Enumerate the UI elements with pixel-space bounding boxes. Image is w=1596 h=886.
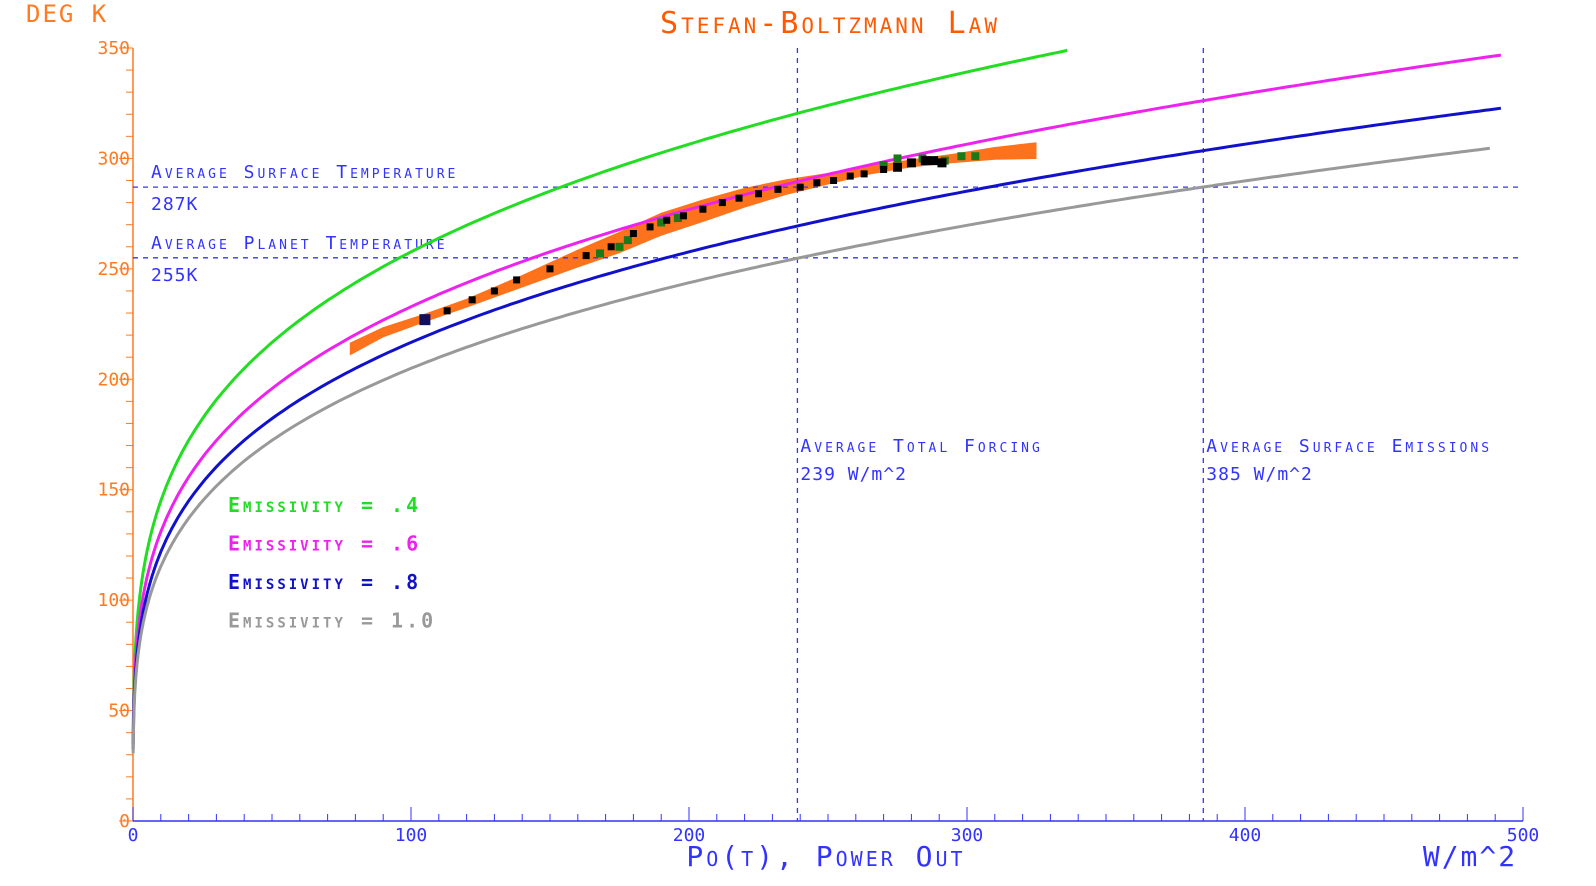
- black-data-point: [443, 307, 451, 315]
- y-tick-label: 100: [97, 590, 130, 611]
- legend: Emissivity = .4 Emissivity = .6 Emissivity…: [228, 493, 436, 633]
- y-axis-label: DEG K: [26, 0, 108, 28]
- x-axis-unit: W/m^2: [1423, 840, 1517, 873]
- green-data-point: [623, 236, 632, 245]
- black-data-point: [813, 179, 821, 187]
- green-data-point: [879, 161, 888, 170]
- y-tick-label: 50: [108, 701, 130, 722]
- black-data-point: [755, 190, 762, 198]
- emissivity-curve: [131, 146, 1490, 754]
- reference-line-value: 239 W/m^2: [800, 464, 907, 485]
- black-data-point: [920, 156, 930, 166]
- black-data-point: [646, 223, 654, 231]
- green-data-point: [673, 214, 682, 223]
- black-data-point: [582, 252, 590, 260]
- black-data-point: [906, 158, 916, 168]
- green-data-point: [957, 152, 966, 161]
- x-axis-label: Po(t), Power Out: [686, 840, 965, 873]
- green-data-point: [893, 154, 902, 163]
- black-data-point: [893, 162, 902, 172]
- black-data-point: [546, 265, 554, 273]
- black-data-point: [663, 216, 671, 224]
- y-tick-label: 250: [97, 259, 130, 280]
- chart-title: Stefan-Boltzmann Law: [660, 6, 1000, 41]
- black-data-point: [629, 230, 637, 238]
- black-data-point: [937, 158, 947, 168]
- legend-entry: Emissivity = .4: [228, 493, 421, 517]
- reference-line-label: Average Surface Emissions: [1206, 436, 1492, 457]
- emissivity-curve: [131, 48, 1068, 736]
- black-data-point: [468, 296, 476, 304]
- x-tick-label: 400: [1229, 825, 1262, 846]
- black-data-point: [679, 212, 687, 220]
- reference-line-value: 255K: [151, 265, 198, 286]
- y-tick-label: 200: [97, 369, 130, 390]
- black-data-point: [830, 177, 838, 185]
- green-data-point: [615, 242, 624, 251]
- x-tick-label: 200: [673, 825, 706, 846]
- black-data-point: [735, 194, 743, 202]
- x-tick-label: 0: [128, 825, 139, 846]
- green-data-point: [596, 249, 605, 258]
- reference-line-label: Average Surface Temperature: [151, 162, 458, 183]
- legend-entry: Emissivity = .6: [228, 532, 421, 556]
- black-data-point: [513, 276, 521, 284]
- x-tick-label: 500: [1507, 825, 1540, 846]
- emissivity-curve: [131, 53, 1502, 745]
- x-tick-label: 100: [395, 825, 428, 846]
- green-data-point: [971, 152, 980, 161]
- legend-entry: Emissivity = .8: [228, 570, 421, 594]
- black-data-point: [607, 243, 615, 251]
- black-data-point: [929, 156, 939, 166]
- emissivity-curve: [131, 106, 1502, 750]
- reference-lines: Average Surface Temperature 287K Average P…: [133, 48, 1523, 821]
- reference-line-value: 287K: [151, 194, 198, 215]
- x-tick-label: 300: [951, 825, 984, 846]
- emissivity-curves: [131, 48, 1502, 754]
- black-data-point: [774, 185, 782, 193]
- black-data-point: [699, 205, 707, 213]
- black-data-point: [796, 183, 804, 191]
- y-tick-label: 150: [97, 480, 130, 501]
- y-tick-label: 0: [119, 811, 130, 832]
- observation-points: [419, 152, 980, 326]
- black-data-point: [846, 172, 854, 180]
- reference-line-label: Average Planet Temperature: [151, 233, 448, 254]
- y-tick-label: 350: [97, 38, 130, 59]
- black-data-point: [718, 199, 726, 207]
- black-data-point: [490, 287, 498, 295]
- black-data-point: [860, 170, 868, 178]
- black-data-point: [880, 165, 888, 173]
- green-data-point: [657, 218, 666, 227]
- legend-entry: Emissivity = 1.0: [228, 609, 436, 633]
- black-data-point: [419, 314, 431, 326]
- tick-labels: 0 50 100 150 200 250 300 350 0 100 200 300 400 500: [97, 38, 1539, 846]
- reference-line-label: Average Total Forcing: [800, 436, 1042, 457]
- y-tick-label: 300: [97, 148, 130, 169]
- reference-line-value: 385 W/m^2: [1206, 464, 1313, 485]
